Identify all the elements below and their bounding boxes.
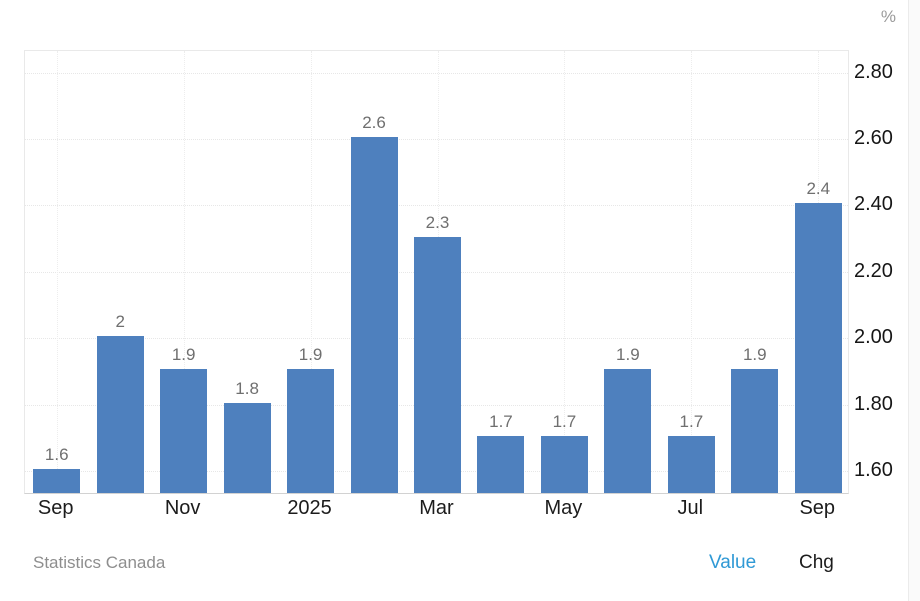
y-axis-tick-label: 2.80	[854, 60, 893, 83]
x-axis-tick-label: May	[544, 497, 583, 519]
bar[interactable]	[350, 137, 398, 493]
bar-value-label: 1.6	[44, 445, 69, 465]
x-axis-tick-label: Nov	[164, 497, 201, 519]
vertical-gridline	[56, 51, 58, 493]
bar[interactable]	[667, 435, 715, 493]
source-attribution: Statistics Canada	[33, 553, 166, 572]
bar-value-label: 1.7	[489, 411, 513, 431]
x-axis-tick-label: 2025	[287, 497, 332, 519]
bar[interactable]	[287, 369, 335, 493]
bar[interactable]	[33, 469, 81, 493]
vertical-gridline	[564, 51, 566, 493]
y-axis-tick-label: 1.60	[854, 459, 893, 482]
y-axis-tick-label: 2.40	[854, 193, 893, 216]
value-toggle-button[interactable]: Value	[709, 552, 757, 573]
scrollbar-track[interactable]	[908, 0, 920, 601]
bar[interactable]	[540, 435, 588, 493]
bar[interactable]	[414, 236, 461, 493]
bar-value-label: 2.6	[362, 113, 386, 132]
horizontal-gridline	[25, 205, 848, 207]
bar[interactable]	[160, 369, 208, 493]
bar-value-label: 1.9	[298, 345, 323, 365]
x-axis-tick-label: Sep	[37, 497, 74, 519]
bar-value-label: 1.7	[679, 411, 704, 431]
bar-value-label: 1.7	[552, 411, 577, 431]
bar[interactable]	[731, 369, 779, 493]
bar[interactable]	[223, 402, 271, 493]
chart-plot-area: 1.6 2 1.9 1.8 1.9 2.6 2.3 1.7 1.7 1.9 1.7 1.9 2.4	[24, 50, 849, 494]
bar-value-label: 1.9	[171, 345, 196, 365]
x-axis-tick-label: Mar	[419, 497, 454, 519]
bar[interactable]	[604, 369, 652, 493]
bar-value-label: 2.4	[806, 179, 831, 199]
bar-value-label: 1.9	[616, 345, 640, 365]
chg-toggle-button[interactable]: Chg	[799, 552, 834, 573]
bar[interactable]	[96, 336, 144, 493]
bar-value-label: 1.8	[235, 378, 259, 398]
vertical-gridline	[183, 51, 185, 493]
horizontal-gridline	[25, 72, 848, 74]
y-axis-tick-label: 2.00	[854, 326, 893, 349]
y-axis-tick-label: 2.20	[854, 259, 893, 282]
horizontal-gridline	[25, 139, 848, 140]
bar[interactable]	[794, 203, 842, 493]
bar[interactable]	[477, 435, 525, 493]
bar-value-label: 2	[115, 312, 125, 332]
y-axis-tick-label: 1.80	[854, 392, 893, 415]
y-axis-unit-label: %	[880, 7, 896, 26]
x-axis-tick-label: Sep	[799, 497, 836, 519]
x-axis-tick-label: Jul	[677, 497, 704, 519]
y-axis-tick-label: 2.60	[854, 127, 893, 149]
vertical-gridline	[691, 51, 693, 493]
bar-value-label: 2.3	[425, 212, 450, 232]
bar-value-label: 1.9	[742, 345, 767, 365]
vertical-gridline	[310, 51, 312, 493]
